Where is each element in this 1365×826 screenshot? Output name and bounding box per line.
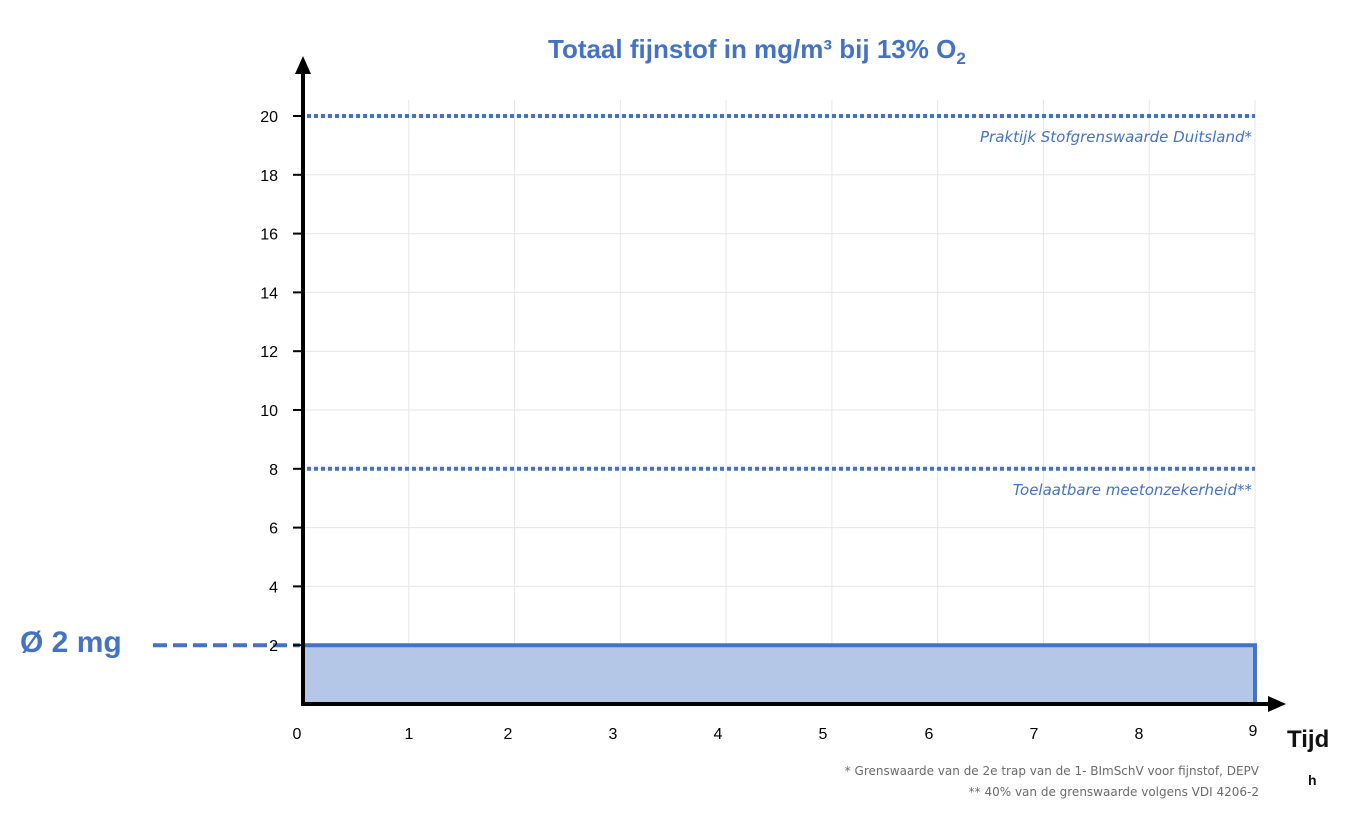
y-tick-label: 10 xyxy=(260,403,278,420)
y-tick-label: 2 xyxy=(269,638,278,655)
y-tick-label: 12 xyxy=(260,344,278,361)
area-series-0 xyxy=(301,643,1257,706)
x-tick-label: 9 xyxy=(1249,723,1258,740)
x-axis-title: Tijd xyxy=(1287,726,1330,753)
x-axis-arrow xyxy=(1268,696,1286,712)
x-tick-label: 7 xyxy=(1030,726,1039,743)
chart-title: Totaal fijnstof in mg/m³ bij 13% O2 xyxy=(548,34,966,69)
x-tick-label: 6 xyxy=(925,726,934,743)
y-tick-label: 8 xyxy=(269,462,278,479)
x-tick-label: 3 xyxy=(609,726,618,743)
y-tick-label: 18 xyxy=(260,168,278,185)
y-tick-label: 4 xyxy=(269,579,278,596)
y-axis-arrow xyxy=(295,56,311,74)
x-axis-unit: h xyxy=(1308,772,1317,788)
y-tick-label: 6 xyxy=(269,521,278,538)
average-label: Ø 2 mg xyxy=(20,626,122,659)
x-tick-label: 1 xyxy=(405,726,414,743)
footnote-2: ** 40% van de grenswaarde volgens VDI 42… xyxy=(968,785,1259,799)
footnote-1: * Grenswaarde van de 2e trap van de 1- B… xyxy=(844,764,1259,778)
y-tick-label: 20 xyxy=(260,109,278,126)
reference-line-label-1: Toelaatbare meetonzekerheid** xyxy=(1013,481,1253,499)
x-tick-label: 5 xyxy=(819,726,828,743)
reference-line-label-0: Praktijk Stofgrenswaarde Duitsland* xyxy=(980,128,1253,146)
y-tick-label: 16 xyxy=(260,227,278,244)
x-tick-label: 2 xyxy=(504,726,513,743)
x-tick-label: 4 xyxy=(714,726,723,743)
x-tick-label: 0 xyxy=(293,726,302,743)
y-tick-label: 14 xyxy=(260,285,278,302)
x-tick-label: 8 xyxy=(1135,726,1144,743)
